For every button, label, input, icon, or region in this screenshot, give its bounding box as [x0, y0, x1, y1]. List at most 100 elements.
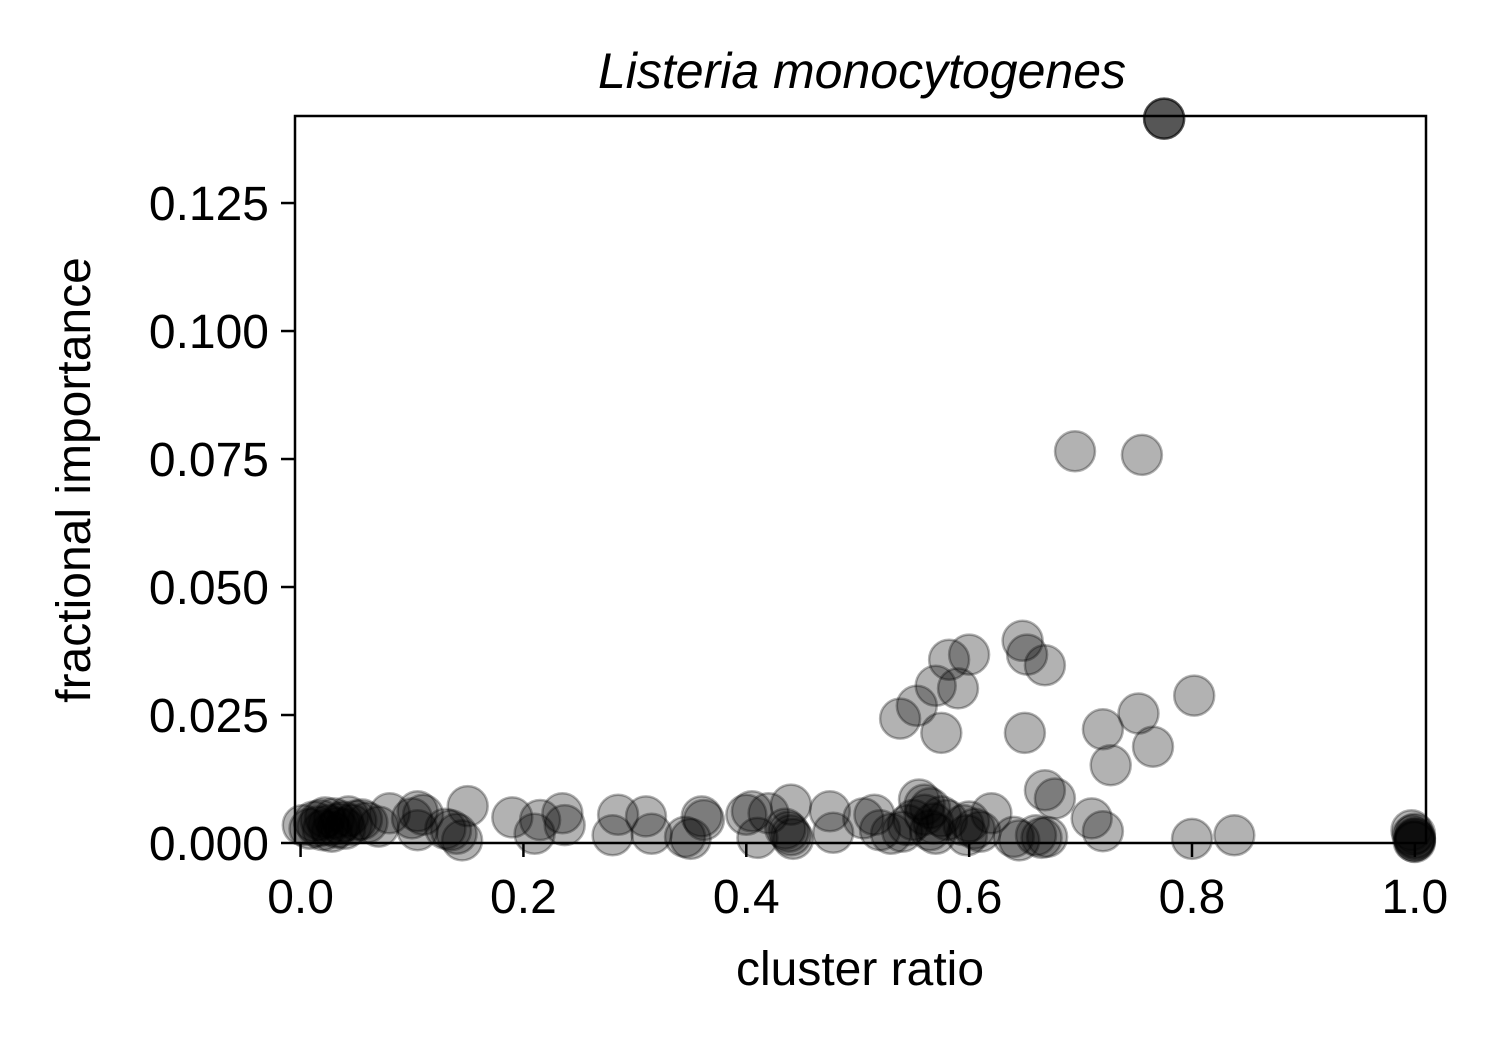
data-point [1120, 433, 1164, 477]
data-point [1001, 619, 1044, 663]
data-point [1020, 816, 1063, 860]
data-point [1142, 97, 1186, 140]
data-point [858, 808, 902, 852]
data-point [541, 792, 584, 835]
data-point [1089, 743, 1132, 787]
data-point [303, 796, 347, 839]
data-point [842, 797, 885, 840]
data-point [390, 797, 434, 840]
data-point [886, 803, 930, 847]
chart-title: Listeria monocytogenes [598, 43, 1126, 99]
data-point [669, 817, 712, 861]
data-point [903, 793, 946, 837]
x-tick-label: 0.2 [490, 871, 557, 924]
data-point [310, 810, 354, 853]
data-point [424, 807, 467, 850]
y-tick-label: 0.100 [149, 306, 269, 359]
data-point [1081, 708, 1125, 751]
data-point [881, 810, 924, 853]
data-point [771, 817, 815, 861]
data-point [340, 798, 384, 841]
data-point [663, 815, 707, 859]
data-point [299, 798, 342, 842]
data-point [927, 638, 971, 681]
data-point [1390, 808, 1433, 852]
data-point [281, 803, 325, 847]
data-point [1023, 769, 1067, 812]
data-point [895, 684, 939, 728]
data-point [1117, 692, 1160, 735]
data-point [945, 814, 989, 857]
data-point [747, 792, 790, 835]
data-point [903, 783, 946, 826]
data-point [1005, 633, 1049, 676]
data-point [288, 807, 331, 850]
data-point [998, 819, 1041, 862]
y-axis-label: fractional importance [48, 257, 101, 703]
x-tick-label: 0.6 [936, 871, 1003, 924]
data-point [808, 790, 852, 833]
data-point [301, 808, 345, 852]
data-point [959, 810, 1002, 853]
data-point [321, 800, 365, 843]
plot-frame [293, 114, 1428, 845]
data-point [908, 808, 952, 852]
data-point [1142, 97, 1186, 140]
x-axis-ticks: 0.0 0.2 0.4 0.6 0.8 1.0 [267, 843, 1448, 924]
data-point [429, 808, 473, 852]
data-point [596, 793, 640, 837]
data-point [1070, 797, 1113, 840]
data-point [1003, 711, 1047, 755]
data-point [897, 778, 941, 821]
data-point [368, 792, 411, 835]
data-point [307, 803, 350, 847]
data-point [764, 807, 807, 850]
data-point [947, 633, 991, 676]
data-point [736, 816, 779, 860]
data-point [1053, 430, 1097, 473]
x-tick-label: 0.4 [713, 871, 780, 924]
data-point [1213, 814, 1256, 857]
data-point [1131, 725, 1175, 768]
data-point [323, 807, 367, 850]
y-tick-label: 0.025 [149, 690, 269, 743]
data-point [1142, 97, 1186, 140]
data-point [680, 795, 723, 838]
data-point [970, 792, 1013, 835]
data-point [446, 784, 489, 828]
data-point [892, 798, 935, 842]
data-point [878, 697, 922, 740]
data-point [1081, 809, 1125, 853]
data-point [1172, 674, 1216, 717]
data-point [624, 795, 668, 838]
data-point [769, 783, 813, 826]
y-tick-label: 0.075 [149, 434, 269, 487]
data-point [357, 805, 400, 848]
data-point [920, 711, 963, 755]
data-point [767, 810, 810, 853]
data-point [312, 797, 356, 840]
data-points [281, 97, 1437, 864]
y-axis-ticks: 0.000 0.025 0.050 0.075 0.100 0.125 [149, 178, 295, 871]
data-point [296, 805, 339, 848]
data-point [330, 803, 374, 846]
data-point [730, 790, 774, 833]
y-tick-label: 0.050 [149, 562, 269, 615]
x-tick-label: 0.8 [1159, 871, 1226, 924]
x-tick-label: 0.0 [267, 871, 334, 924]
y-tick-label: 0.000 [149, 818, 269, 871]
data-point [908, 786, 952, 830]
data-point [1170, 817, 1214, 861]
data-point [914, 664, 957, 708]
data-point [1025, 815, 1069, 859]
data-point [396, 808, 439, 852]
data-point [1033, 777, 1077, 820]
x-tick-label: 1.0 [1381, 871, 1448, 924]
data-point [853, 793, 896, 837]
data-point [1391, 814, 1434, 857]
data-point [925, 798, 969, 842]
data-point [327, 795, 370, 838]
data-point [491, 796, 534, 839]
data-point [953, 807, 996, 850]
